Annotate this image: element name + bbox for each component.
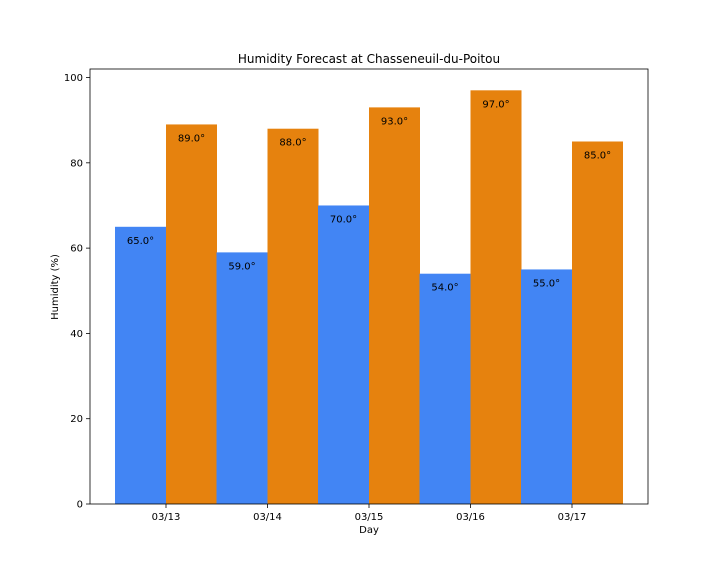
x-tick-label: 03/13 [152,512,181,523]
y-tick-label: 0 [77,500,83,511]
bar-series-2-03-14 [267,128,319,505]
chart-title: Humidity Forecast at Chasseneuil-du-Poit… [238,52,500,66]
bar-series-1-03-17 [521,269,572,504]
y-tick-label: 100 [64,73,83,84]
bar-value-label: 65.0° [127,236,154,247]
bar-value-label: 85.0° [584,151,611,162]
bar-series-1-03-16 [419,273,471,504]
y-tick-label: 80 [70,158,83,169]
bar-value-label: 70.0° [330,214,357,225]
y-tick-label: 40 [70,329,83,340]
x-axis-label: Day [359,525,379,536]
bar-value-label: 88.0° [279,138,306,149]
x-tick-label: 03/16 [456,512,485,523]
bar-series-2-03-13 [166,124,217,505]
bar-series-1-03-14 [216,252,268,504]
x-tick-label: 03/14 [253,512,282,523]
bar-value-label: 59.0° [228,261,255,272]
bar-value-label: 89.0° [178,133,205,144]
bar-labels-group: 65.0° 89.0° 59.0° 88.0° 70.0° 93.0° 54.0° 97.0°… [127,99,611,293]
x-tick-label: 03/17 [558,512,587,523]
bar-series-1-03-15 [318,205,369,504]
bar-series-2-03-17 [572,141,623,504]
x-tick-label: 03/15 [355,512,384,523]
bar-value-label: 93.0° [381,116,408,127]
y-tick-label: 20 [70,414,83,425]
bar-series-2-03-16 [470,90,522,504]
y-tick-label: 60 [70,244,83,255]
bar-value-label: 97.0° [482,99,509,110]
y-axis-label: Humidity (%) [50,254,61,320]
y-axis: 0 20 40 60 80 100 [64,73,90,511]
bar-series-1-03-13 [115,226,166,504]
bar-value-label: 55.0° [533,278,560,289]
bars-group [115,90,623,505]
x-axis: 03/13 03/14 03/15 03/16 03/17 [152,504,587,523]
plot-frame [89,68,649,505]
bar-series-2-03-15 [369,107,420,504]
bar-value-label: 54.0° [431,283,458,294]
